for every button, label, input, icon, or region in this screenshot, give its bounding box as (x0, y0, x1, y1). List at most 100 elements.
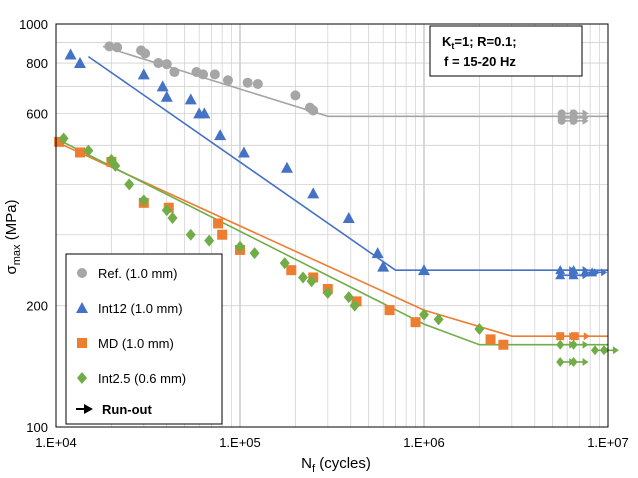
runout-arrowhead-diamond (582, 340, 589, 349)
data-point-triangle (156, 80, 169, 92)
data-point-square (384, 305, 395, 316)
data-point-diamond (279, 257, 290, 270)
data-point-diamond (235, 240, 245, 253)
data-point-circle (209, 69, 220, 80)
data-points (54, 41, 509, 350)
conditions-line-2: f = 15-20 Hz (444, 54, 516, 69)
runout-arrowhead-diamond (612, 346, 619, 355)
data-point-diamond (110, 159, 121, 172)
x-axis-title-sub: f (312, 463, 316, 473)
data-point-diamond (185, 228, 196, 241)
data-point-circle (104, 41, 115, 52)
data-point-triangle (307, 187, 320, 199)
data-point-triangle (214, 129, 227, 141)
conditions-box-frame (429, 25, 583, 77)
data-point-circle (198, 69, 209, 80)
grid-layer (56, 24, 608, 427)
legend-runout-label: Run-out (102, 402, 152, 417)
data-point-diamond (138, 194, 149, 207)
data-point-diamond (161, 204, 172, 217)
data-point-square (74, 147, 85, 158)
legend: Ref. (1.0 mm) Int12 (1.0 mm) MD (1.0 mm) In… (65, 253, 223, 425)
data-point-diamond (474, 323, 485, 336)
y-axis-title-sub: max (11, 244, 23, 265)
y-tick-label: 200 (26, 299, 48, 314)
data-point-circle (169, 67, 180, 78)
data-point-diamond (433, 313, 444, 326)
legend-frame (65, 253, 223, 425)
data-point-triangle (342, 212, 355, 224)
data-point-triangle (160, 90, 173, 102)
runout-arrowhead-circle (582, 116, 589, 125)
data-point-circle (290, 90, 301, 101)
data-point-square (54, 136, 65, 147)
data-point-triangle (73, 57, 86, 69)
data-point-circle (153, 58, 164, 69)
y-tick-label: 600 (26, 106, 48, 121)
runout-arrowhead-triangle (582, 271, 589, 280)
data-point-circle (161, 59, 172, 70)
fit-line-diamond (55, 137, 608, 346)
data-point-square (351, 296, 362, 307)
conditions-rest: =1; R=0.1; (454, 34, 516, 49)
data-point-triangle (418, 264, 430, 276)
data-point-diamond (204, 234, 215, 247)
legend-label-square: MD (1.0 mm) (98, 336, 174, 351)
conditions-kt: K (442, 34, 452, 49)
y-tick-label: 1000 (19, 17, 48, 32)
data-point-circle (112, 42, 123, 53)
legend-label-diamond: Int2.5 (0.6 mm) (98, 371, 186, 386)
data-point-diamond (419, 308, 429, 321)
data-point-triangle (198, 107, 211, 119)
data-point-circle (308, 105, 319, 116)
data-point-square (498, 339, 509, 350)
y-tick-label: 800 (26, 56, 48, 71)
data-point-circle (242, 77, 253, 88)
data-point-triangle (64, 48, 77, 60)
data-point-diamond (349, 299, 360, 312)
data-point-triangle (137, 68, 150, 80)
y-axis-title-suffix: (MPa) (3, 199, 20, 244)
data-point-circle (140, 48, 151, 59)
runout-arrows (555, 109, 619, 367)
legend-runout: Run-out (76, 402, 152, 417)
legend-marker-diamond (77, 372, 87, 384)
plot-frame (55, 23, 609, 428)
data-point-diamond (58, 132, 69, 145)
y-axis-title: σmax (MPa) (3, 199, 23, 274)
data-point-diamond (167, 212, 178, 225)
data-point-diamond (306, 275, 317, 288)
data-point-circle (222, 75, 233, 86)
data-point-triangle (237, 146, 250, 158)
legend-marker-square (77, 338, 87, 348)
data-point-diamond (298, 271, 309, 284)
x-axis-title-main: N (301, 455, 312, 472)
x-tick-label: 1.E+07 (587, 435, 629, 450)
data-point-square (217, 229, 228, 240)
data-point-diamond (124, 178, 135, 191)
data-point-triangle (371, 247, 384, 259)
data-point-diamond (249, 247, 260, 260)
x-axis-title: Nf (cycles) (301, 455, 371, 473)
y-tick-label: 100 (26, 420, 48, 435)
runout-arrowhead-diamond (582, 357, 589, 366)
legend-items: Ref. (1.0 mm) Int12 (1.0 mm) MD (1.0 mm) In… (76, 266, 186, 386)
x-tick-label: 1.E+06 (403, 435, 445, 450)
y-axis-title-main: σ (3, 265, 20, 275)
x-axis-title-suffix: (cycles) (315, 455, 371, 472)
tick-labels: 1.E+04 1.E+05 1.E+06 1.E+07 100 200 600 800 1000 (19, 17, 629, 450)
legend-runout-arrow-head (84, 404, 93, 414)
legend-marker-triangle (76, 302, 88, 313)
data-point-diamond (83, 144, 94, 157)
data-point-square (213, 218, 224, 229)
data-point-triangle (280, 161, 293, 173)
data-point-square (410, 317, 421, 328)
conditions-box: Kt=1; R=0.1; f = 15-20 Hz (429, 25, 583, 77)
runout-arrowhead-triangle (601, 268, 608, 277)
fit-line-triangle (87, 55, 608, 272)
data-point-square (485, 334, 496, 345)
data-point-diamond (343, 291, 354, 304)
x-tick-label: 1.E+04 (35, 435, 77, 450)
data-point-triangle (184, 93, 197, 105)
